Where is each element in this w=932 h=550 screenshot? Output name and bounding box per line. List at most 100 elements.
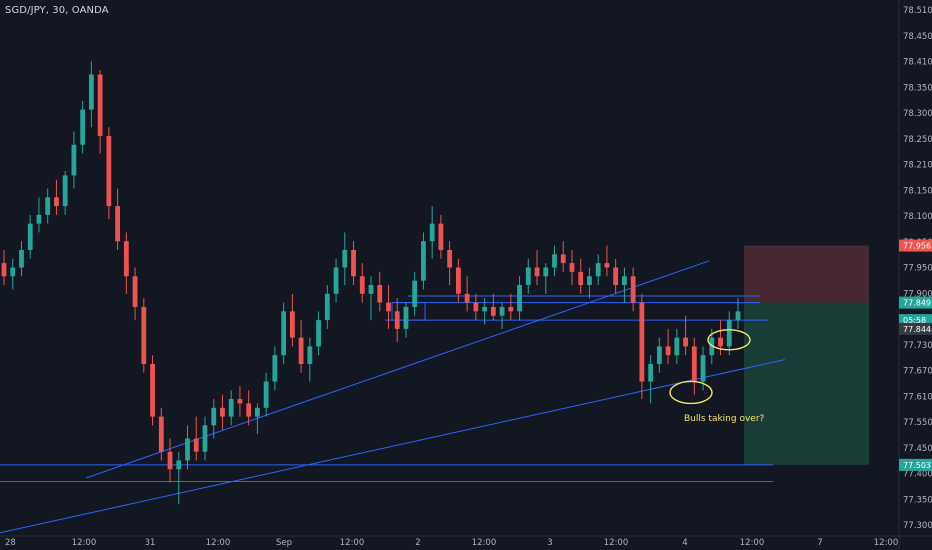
candle-body (648, 363, 654, 382)
candle-body (726, 320, 732, 347)
price-tick-label: 78.510 (903, 6, 932, 16)
candle-body (359, 276, 365, 294)
candle-body (106, 135, 112, 207)
candle-body (54, 197, 59, 207)
candle-body (281, 311, 287, 356)
time-tick-label: 28 (5, 538, 16, 548)
candle-body (324, 293, 330, 321)
candle-body (429, 223, 435, 242)
candle-body (1, 263, 7, 277)
price-tick-label: 78.450 (903, 32, 932, 42)
candle-body (19, 249, 24, 268)
price-tag-label: 77.849 (903, 299, 931, 308)
price-tick-label: 78.410 (903, 58, 932, 68)
candle-body (386, 302, 391, 312)
candle-body (464, 293, 470, 303)
candle-body (613, 267, 619, 286)
candle-body (185, 438, 190, 461)
candle-body (150, 363, 155, 417)
price-tick-label: 78.100 (903, 212, 932, 222)
candle-body (490, 306, 496, 316)
candle-body (202, 425, 208, 452)
price-tag-label: 05:58 (903, 316, 926, 325)
candle-body (683, 337, 688, 347)
candle-body (552, 254, 557, 268)
candle-body (560, 254, 566, 264)
candle-body (246, 403, 252, 417)
candle-body (36, 214, 42, 224)
candle-body (639, 302, 645, 382)
candle-body (735, 311, 741, 321)
candle-body (569, 263, 575, 272)
time-tick-label: 12:00 (206, 538, 231, 548)
price-tick-label: 77.950 (903, 264, 932, 274)
candle-body (421, 241, 426, 281)
candle-body (62, 175, 68, 207)
price-tag-label: 77.503 (903, 461, 931, 470)
candle-body (482, 306, 487, 312)
time-tick-label: Sep (276, 538, 292, 548)
time-tick-label: 7 (817, 538, 822, 548)
annotation-ellipse[interactable] (669, 380, 713, 405)
candle-body (289, 311, 295, 338)
candle-body (700, 355, 706, 382)
candle-body (630, 276, 636, 303)
candle-body (665, 346, 671, 356)
candle-body (656, 346, 662, 364)
candle-body (176, 460, 182, 470)
price-tick-label: 78.300 (903, 109, 932, 119)
candle-body (263, 381, 269, 408)
price-tick-label: 77.670 (903, 367, 932, 377)
time-tick-label: 12:00 (472, 538, 497, 548)
candle-body (316, 320, 321, 347)
price-tick-label: 77.300 (903, 521, 932, 531)
candle-body (132, 276, 138, 307)
candle-body (517, 285, 522, 312)
candle-body (167, 451, 173, 470)
candle-body (377, 285, 383, 303)
candle-body (447, 249, 453, 268)
candle-body (718, 337, 723, 347)
annotation-ellipse[interactable] (707, 329, 751, 351)
candle-body (333, 267, 339, 294)
candle-body (88, 74, 94, 110)
candle-body (455, 267, 461, 294)
candle-body (499, 306, 505, 316)
candle-body (71, 144, 77, 176)
candle-body (27, 223, 33, 250)
time-tick-label: 31 (145, 538, 156, 548)
candle-body (525, 267, 531, 286)
candle-body (508, 306, 514, 312)
candle-body (368, 285, 374, 294)
candle-body (438, 223, 444, 250)
time-tick-label: 3 (547, 538, 552, 548)
candle-body (272, 355, 278, 382)
price-tag-last-price (899, 322, 932, 335)
price-tag-label: 77.956 (903, 242, 931, 251)
candle-body (10, 267, 16, 277)
lower-trendline[interactable] (0, 359, 786, 534)
stop-loss-zone (744, 245, 869, 303)
annotation-note: Bulls taking over? (684, 414, 765, 424)
time-tick-label: 12:00 (874, 538, 899, 548)
candle-body (674, 337, 680, 356)
candle-body (351, 249, 356, 277)
time-tick-label: 4 (682, 538, 687, 548)
time-tick-label: 2 (415, 538, 420, 548)
range-box[interactable] (391, 302, 426, 321)
price-tick-label: 78.250 (903, 135, 932, 145)
time-tick-label: 12:00 (604, 538, 629, 548)
candle-body (691, 346, 697, 382)
candle-body (595, 263, 601, 277)
candle-body (298, 337, 304, 364)
price-tag-label: 77.844 (903, 325, 931, 334)
candle-body (193, 438, 199, 452)
price-tick-label: 77.900 (903, 289, 932, 299)
candle-body (622, 276, 627, 286)
candle-body (578, 271, 584, 286)
candle-body (45, 197, 51, 215)
candle-body (394, 311, 400, 329)
time-tick-label: 12:00 (340, 538, 365, 548)
